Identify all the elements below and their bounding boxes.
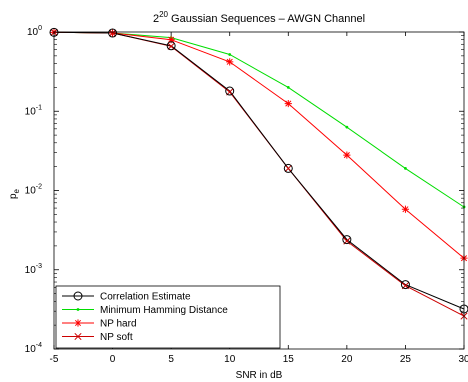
- data-point: [342, 235, 352, 245]
- x-tick-label: 5: [168, 354, 174, 365]
- y-tick-label: 10-3: [25, 263, 42, 276]
- plot-frame: [53, 31, 465, 350]
- legend-marker: [73, 291, 83, 301]
- x-tick-label: 25: [400, 354, 412, 365]
- x-tick-label: 15: [283, 354, 295, 365]
- series-line: [53, 31, 465, 259]
- series-line: [53, 31, 465, 310]
- data-point: [284, 164, 292, 172]
- data-point: [167, 36, 175, 44]
- data-point: [401, 205, 410, 213]
- legend-marker: [74, 332, 82, 341]
- legend-label: Minimum Hamming Distance: [100, 305, 228, 316]
- y-tick-label: 100: [27, 25, 42, 38]
- data-point: [283, 163, 293, 173]
- data-point: [228, 53, 232, 56]
- data-point: [343, 151, 351, 159]
- data-point: [166, 41, 176, 51]
- x-tick-label: 10: [224, 354, 236, 365]
- legend-marker: [74, 319, 82, 327]
- data-point: [400, 280, 410, 290]
- data-point: [345, 125, 349, 129]
- x-tick-label: -5: [50, 354, 59, 365]
- legend-label: NP soft: [100, 332, 133, 343]
- y-tick-label: 10-4: [25, 342, 42, 355]
- y-tick-label: 10-2: [25, 184, 42, 197]
- x-tick-label: 0: [110, 354, 116, 365]
- legend-label: NP hard: [100, 319, 137, 330]
- y-axis-label: pe: [8, 188, 21, 199]
- x-axis-label: SNR in dB: [236, 370, 283, 381]
- data-point: [109, 29, 117, 37]
- data-point: [226, 58, 234, 66]
- data-point: [286, 85, 290, 89]
- chart-title: 220 Gaussian Sequences – AWGN Channel: [153, 10, 365, 25]
- data-point: [167, 42, 175, 50]
- data-point: [404, 167, 407, 170]
- data-point: [108, 28, 118, 38]
- legend-label: Correlation Estimate: [100, 292, 191, 303]
- y-tick-label: 10-1: [25, 104, 42, 117]
- x-tick-label: 30: [458, 354, 468, 365]
- data-point: [225, 86, 235, 96]
- x-tick-label: 20: [341, 354, 353, 365]
- data-point: [284, 99, 292, 108]
- legend: Correlation Estimate Minimum Hamming Dist…: [55, 285, 281, 349]
- legend-marker: [76, 308, 80, 311]
